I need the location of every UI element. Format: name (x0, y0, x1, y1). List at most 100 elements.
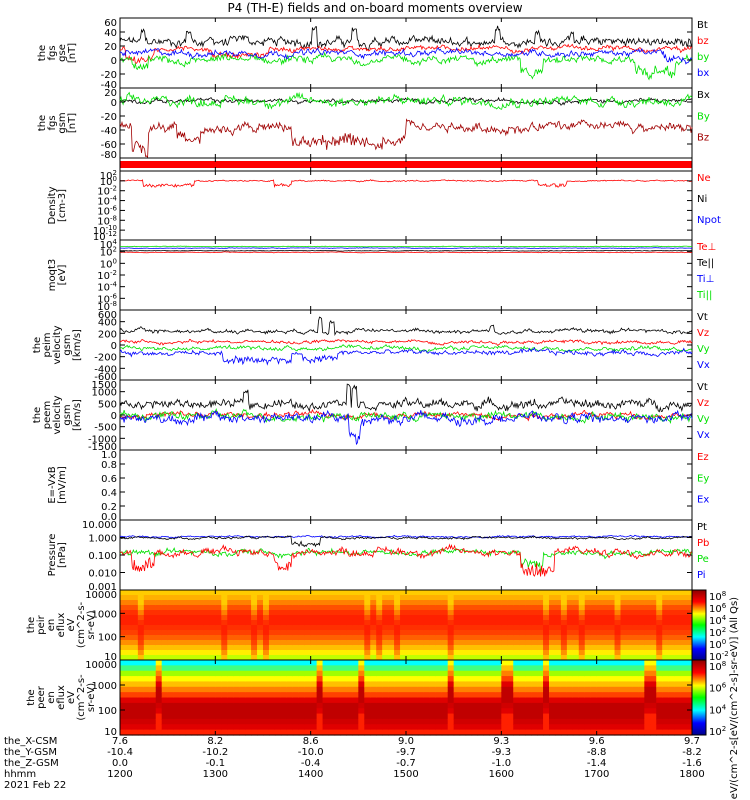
legend-Pb: Pb (697, 538, 709, 549)
legend-Vx: Vx (697, 360, 710, 371)
y-axis-label: gsm (62, 334, 73, 355)
y-tick-label: 1500 (92, 380, 117, 391)
y-axis-label: the (37, 45, 48, 61)
x-axis-row-label: the_Z-GSM (4, 758, 59, 769)
series-line-bz (120, 43, 693, 64)
series-line-Pi (119, 534, 693, 539)
legend-bx: bx (697, 68, 709, 79)
y-axis-label: the (32, 337, 43, 353)
y-tick-label: 200 (98, 329, 117, 340)
y-tick-label: 20 (104, 88, 117, 99)
y-axis-label: [nT] (67, 113, 78, 133)
svg-text:102: 102 (709, 725, 726, 738)
legend-Vt: Vt (697, 382, 708, 393)
y-tick-label: 40 (104, 28, 117, 39)
y-axis-label: [nT] (67, 43, 78, 63)
y-axis-label: the (37, 115, 48, 131)
y-tick-label: -60 (101, 140, 117, 151)
y-tick-label: 1000 (92, 681, 117, 692)
y-tick-label: -20 (101, 112, 117, 123)
legend-Ne: Ne (697, 173, 711, 184)
y-axis-label: (cm^2-s- (76, 601, 87, 648)
y-axis-label: eflux (56, 613, 67, 638)
series-line-Vz (119, 338, 693, 346)
legend-by: by (697, 52, 709, 63)
y-axis-label: gse (57, 44, 68, 62)
y-tick-label: 1.0 (101, 450, 117, 461)
series-line-Te|| (119, 249, 693, 252)
y-tick-label: -600 (94, 372, 117, 383)
y-axis-label: the (26, 689, 37, 705)
x-axis-footer: the_X-CSM 7.6 8.2 8.6 9.0 9.3 9.6 9.7 the_Y-GSM -… (4, 736, 705, 791)
series-line-Vt (119, 383, 693, 413)
y-tick-label: -40 (101, 80, 117, 91)
legend-Vy: Vy (697, 344, 710, 355)
y-tick-label: 0.001 (88, 582, 117, 593)
legend-Npot: Npot (697, 215, 721, 226)
y-tick-label: 0.2 (101, 502, 117, 513)
panel-frame (119, 17, 693, 89)
panel-peer_eflux: 10000 1000 100 10 the peer en eflux eV (cm^2-s-sr… (26, 659, 693, 738)
series-line-bx (119, 47, 693, 65)
y-tick-label: 500 (98, 399, 117, 410)
x-axis-tick-label: 9.7 (684, 736, 700, 747)
data-quality-bar (120, 161, 692, 168)
y-tick-label: 100 (98, 706, 117, 717)
y-tick-label: -1500 (88, 442, 117, 453)
y-axis-label: eV (66, 691, 77, 704)
series-line-Pb (119, 543, 692, 577)
legend-Vt: Vt (697, 312, 708, 323)
series-line-Bt (119, 25, 693, 51)
x-axis-tick-label: 1800 (679, 769, 704, 780)
y-tick-label: 20 (104, 42, 117, 53)
series-line-by (119, 51, 693, 81)
panel-peir_eflux: 10000 1000 100 10 the peir en eflux eV (cm^2-s-sr… (26, 589, 693, 663)
y-tick-label: 0 (111, 56, 117, 67)
panel-frame (119, 309, 693, 381)
y-tick-label: 400 (98, 318, 117, 329)
legend-Ni: Ni (697, 194, 707, 205)
series-line-Vx (119, 409, 693, 446)
spectrogram-peir_eflux (120, 590, 693, 661)
y-axis-label: the (26, 617, 37, 633)
x-axis-tick-label: -10.0 (298, 747, 324, 758)
y-axis-label: peer (36, 685, 47, 709)
y-axis-label: [km/s] (72, 329, 83, 361)
y-tick-label: 0 (111, 98, 117, 109)
x-axis-tick-label: 9.6 (589, 736, 605, 747)
x-axis-row-label: the_X-CSM (4, 736, 57, 747)
y-tick-label: 1.000 (88, 534, 117, 545)
x-axis-tick-label: 1200 (107, 769, 132, 780)
y-axis-label: fgs (47, 45, 58, 60)
y-tick-label: 0.010 (88, 569, 117, 580)
series-line-Vy (119, 344, 693, 354)
colorbar-peer: 108 106 104 102 (691, 659, 727, 738)
y-axis-label: [cm-3] (57, 189, 68, 222)
y-tick-label: -500 (94, 423, 117, 434)
y-axis-label: fgs (47, 115, 58, 130)
y-tick-label: 10000 (85, 660, 117, 671)
y-tick-label: 0.6 (101, 474, 117, 485)
x-axis-tick-label: 9.0 (398, 736, 414, 747)
y-tick-label: 0.4 (101, 488, 117, 499)
x-axis-tick-label: 1400 (298, 769, 323, 780)
panel-efield: 1.00.8 0.6 0.4 0.20.0 E=-VxB [mV/m] Ez Ey Ex (47, 449, 709, 523)
x-axis-tick-label: 8.6 (303, 736, 319, 747)
y-axis-label: gsm (62, 404, 73, 425)
colorbar-label: [eV/(cm^2-s[eV/(cm^2-s]-sr-eV)] (All Qs) (729, 597, 740, 800)
x-axis-tick-label: -9.3 (492, 747, 512, 758)
y-tick-label: -80 (101, 150, 117, 161)
legend-Bz: Bz (697, 133, 709, 144)
plot-title: P4 (TH-E) fields and on-board moments ov… (227, 1, 523, 15)
legend-Pi: Pi (697, 570, 706, 581)
y-tick-label: 10000 (85, 590, 117, 601)
y-tick-label: -20 (101, 70, 117, 81)
x-axis-tick-label: -9.7 (396, 747, 416, 758)
y-axis-label: en (46, 619, 57, 632)
legend-Vx: Vx (697, 430, 710, 441)
